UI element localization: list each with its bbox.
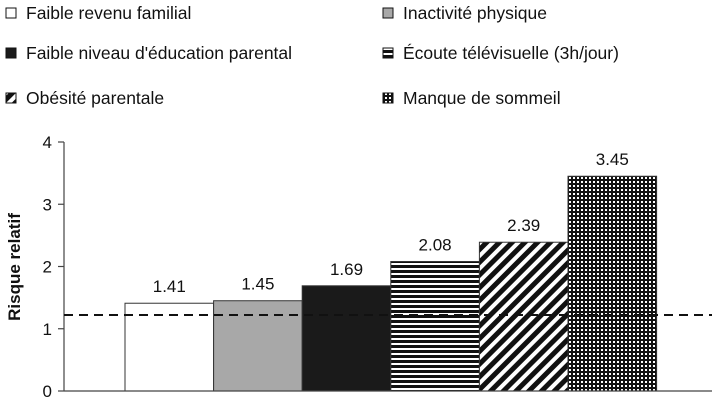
legend-swatch xyxy=(382,47,394,59)
legend-swatch xyxy=(382,92,394,104)
legend-swatch xyxy=(5,47,17,59)
y-tick-label: 0 xyxy=(43,382,52,401)
bar-value-label: 1.45 xyxy=(241,275,274,294)
legend-swatch xyxy=(5,7,17,19)
legend-label: Manque de sommeil xyxy=(403,88,561,108)
y-axis-label: Risque relatif xyxy=(5,213,24,321)
bar-1 xyxy=(124,302,215,392)
bar-4 xyxy=(390,261,480,392)
legend-swatch xyxy=(5,92,17,104)
y-tick-label: 2 xyxy=(43,258,52,277)
bar-value-label: 3.45 xyxy=(596,150,629,169)
bar-5 xyxy=(478,241,569,392)
legend: Faible revenu familial Inactivité physiqu… xyxy=(5,3,619,108)
legend-label: Faible niveau d'éducation parental xyxy=(26,43,292,63)
bar-6 xyxy=(567,175,658,392)
bar-2 xyxy=(213,300,303,392)
bar-value-label: 1.69 xyxy=(330,260,363,279)
bar-value-label: 1.41 xyxy=(153,277,186,296)
bars xyxy=(124,175,658,392)
bar-3 xyxy=(301,285,392,392)
value-labels: 1.41 1.45 1.69 2.08 2.39 3.45 xyxy=(153,150,629,296)
legend-label: Inactivité physique xyxy=(403,3,547,23)
y-axis-ticks: 0 1 2 3 4 xyxy=(43,133,64,401)
y-tick-label: 3 xyxy=(43,195,52,214)
legend-label: Obésité parentale xyxy=(26,88,164,108)
legend-swatch xyxy=(382,7,394,19)
y-tick-label: 1 xyxy=(43,320,52,339)
legend-label: Écoute télévisuelle (3h/jour) xyxy=(403,43,619,63)
legend-label: Faible revenu familial xyxy=(26,3,191,23)
bar-value-label: 2.39 xyxy=(507,216,540,235)
bar-value-label: 2.08 xyxy=(419,236,452,255)
y-tick-label: 4 xyxy=(43,133,52,152)
